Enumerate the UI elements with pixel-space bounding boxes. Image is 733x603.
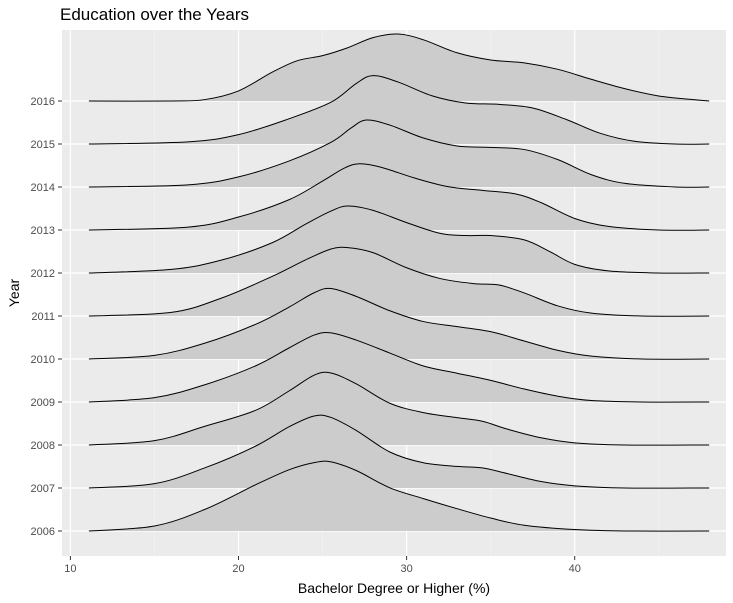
ridge-2007 [88, 414, 710, 489]
ridge-line [88, 75, 710, 145]
y-tick-label: 2006 [31, 526, 55, 538]
ridge-2008 [88, 371, 710, 446]
ridges [88, 33, 710, 532]
ridge-fill [88, 33, 710, 102]
y-axis-ticks: 2006 2007 2008 2009 2010 2011 2012 2013 2014 2015… [31, 96, 62, 538]
y-tick-label: 2015 [31, 139, 55, 151]
x-tick-label: 20 [232, 563, 244, 575]
ridge-fill [88, 206, 710, 274]
y-tick-label: 2013 [31, 225, 55, 237]
y-tick-label: 2010 [31, 354, 55, 366]
ridge-fill [88, 75, 710, 145]
x-axis-title: Bachelor Degree or Higher (%) [298, 580, 490, 596]
ridge-2012 [88, 205, 710, 274]
x-tick-label: 40 [569, 563, 581, 575]
ridge-line [88, 414, 710, 489]
ridge-line [88, 332, 710, 403]
y-tick-label: 2011 [31, 311, 55, 323]
y-tick-label: 2008 [31, 440, 55, 452]
ridge-fill [88, 415, 710, 489]
ridge-fill [88, 119, 710, 188]
ridge-line [88, 246, 710, 317]
ridge-line [88, 371, 710, 446]
y-tick-label: 2014 [31, 182, 55, 194]
ridge-fill [88, 163, 710, 231]
ridge-fill [88, 372, 710, 446]
ridge-2016 [88, 33, 710, 102]
y-axis-title: Year [6, 279, 22, 308]
ridge-2011 [88, 246, 710, 317]
ridge-2009 [88, 332, 710, 403]
ridge-fill [88, 332, 710, 403]
ridge-2013 [88, 163, 710, 231]
ridge-line [88, 33, 710, 102]
ridge-fill [88, 288, 710, 360]
ridge-line [88, 287, 710, 360]
x-tick-label: 10 [64, 563, 76, 575]
ridge-line [88, 205, 710, 274]
y-tick-label: 2009 [31, 397, 55, 409]
x-axis-ticks: 10 20 30 40 [64, 556, 581, 575]
x-tick-label: 30 [400, 563, 412, 575]
y-tick-label: 2012 [31, 268, 55, 280]
ridge-line [88, 460, 710, 532]
ridge-2010 [88, 287, 710, 360]
y-tick-label: 2016 [31, 96, 55, 108]
chart-title: Education over the Years [60, 5, 250, 24]
ridge-fill [88, 247, 710, 317]
ridge-line [88, 163, 710, 231]
y-tick-label: 2007 [31, 483, 55, 495]
ridge-fill [88, 461, 710, 532]
ridge-2006 [88, 460, 710, 532]
ridge-2014 [88, 119, 710, 188]
ridge-line [88, 119, 710, 188]
ridge-2015 [88, 75, 710, 145]
